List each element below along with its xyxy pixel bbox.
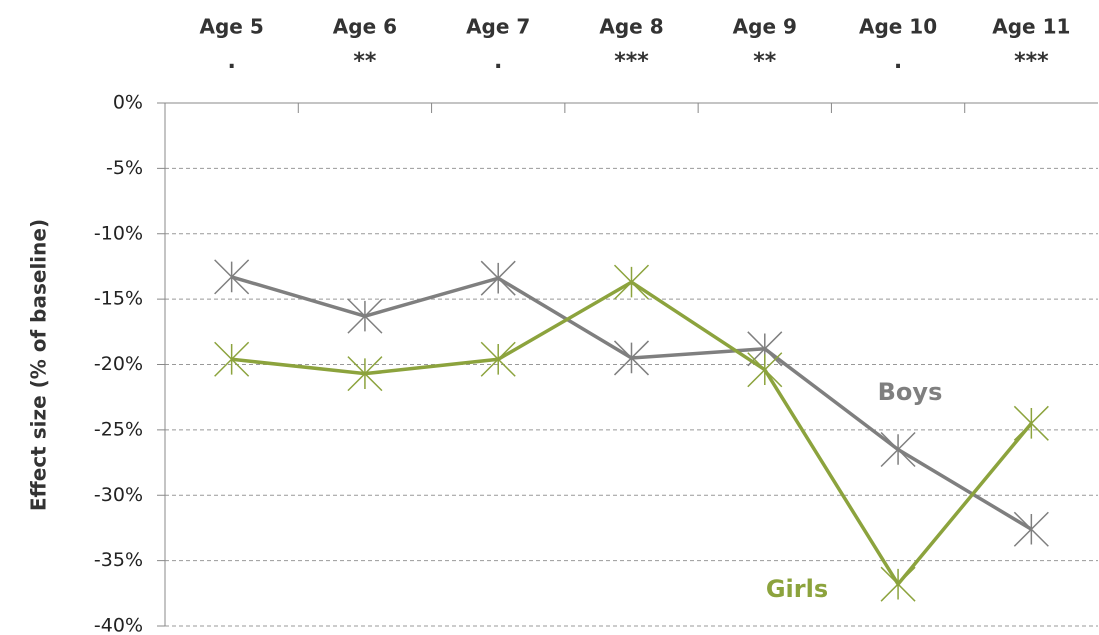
- significance-label: **: [753, 49, 777, 74]
- significance-label: ***: [1014, 49, 1049, 74]
- x-tick-label: Age 8: [599, 15, 663, 39]
- x-tick-label: Age 5: [200, 15, 264, 39]
- point-marker: [214, 341, 250, 377]
- point-marker: [880, 431, 916, 468]
- y-tick-label: -20%: [94, 353, 143, 375]
- significance-label: .: [494, 49, 502, 74]
- y-axis-label: Effect size (% of baseline): [27, 219, 51, 511]
- series-label: Boys: [878, 378, 943, 406]
- point-marker: [480, 341, 516, 377]
- point-marker: [1013, 405, 1049, 441]
- significance-label: .: [227, 49, 235, 74]
- y-tick-label: -40%: [94, 615, 143, 635]
- x-tick-label: Age 9: [733, 15, 797, 39]
- significance-label: .: [894, 49, 902, 74]
- series-label: Girls: [766, 575, 828, 603]
- y-tick-label: -10%: [94, 222, 143, 244]
- point-marker: [613, 340, 650, 376]
- point-marker: [347, 356, 383, 392]
- y-tick-label: -25%: [94, 418, 143, 440]
- point-marker: [880, 566, 916, 602]
- x-tick-label: Age 6: [333, 15, 397, 39]
- x-tick-label: Age 11: [992, 15, 1070, 39]
- point-marker: [480, 260, 516, 296]
- x-tick-label: Age 10: [859, 15, 937, 39]
- point-marker: [747, 352, 783, 388]
- y-tick-label: -30%: [94, 484, 143, 506]
- significance-label: ***: [614, 49, 649, 74]
- point-marker: [613, 264, 650, 300]
- point-marker: [347, 298, 383, 334]
- significance-label: **: [353, 49, 377, 74]
- y-tick-label: -15%: [94, 288, 143, 310]
- y-tick-label: -5%: [106, 157, 143, 179]
- y-tick-label: -35%: [94, 549, 143, 571]
- y-tick-label: 0%: [113, 92, 143, 114]
- series-line: [231, 280, 1033, 588]
- point-marker: [1013, 511, 1049, 547]
- x-tick-label: Age 7: [466, 15, 530, 39]
- point-marker: [214, 259, 250, 295]
